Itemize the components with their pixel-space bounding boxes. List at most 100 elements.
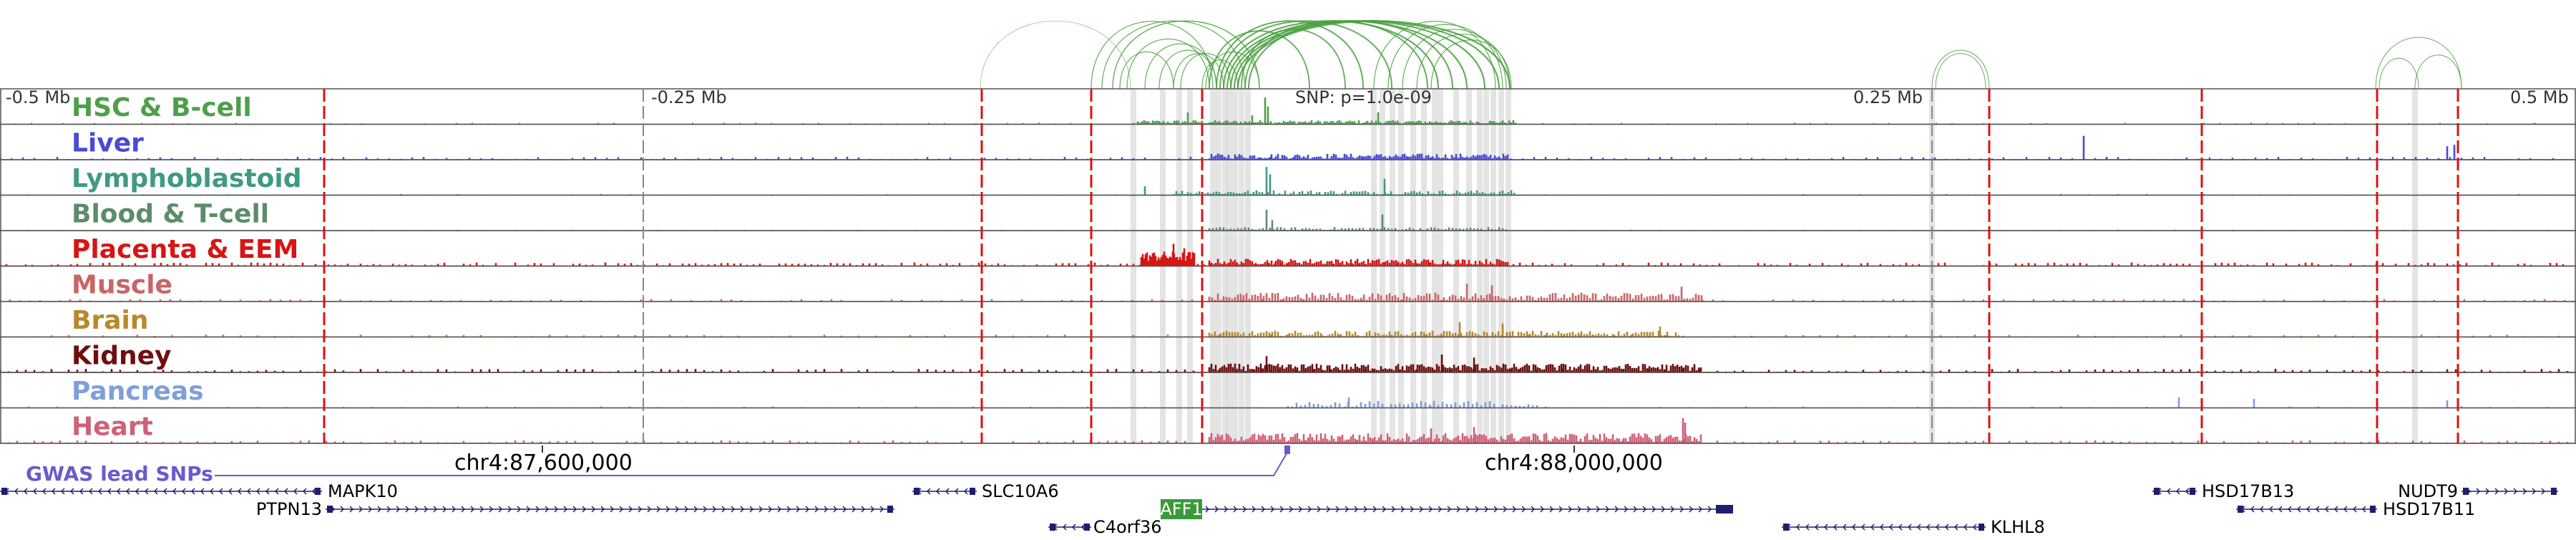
gene-mapk10[interactable]: MAPK10 [0, 481, 398, 501]
gene-label: MAPK10 [328, 481, 398, 501]
exon [970, 488, 975, 495]
gwas-lead-snps-label: GWAS lead SNPs [26, 462, 213, 486]
chromatin-loops [980, 20, 2462, 90]
chromatin-loop-arc [1236, 20, 1511, 90]
chromatin-loop-arc [1091, 21, 1214, 90]
track-lymphoblastoid [0, 159, 2576, 196]
exon [1716, 505, 1733, 514]
track-label: Placenta & EEM [72, 235, 298, 264]
track-label: Blood & T-cell [72, 200, 269, 229]
chromatin-loop-arc [1402, 29, 1507, 90]
track-label: HSC & B-cell [72, 93, 252, 122]
track-blood-t-cell [0, 194, 2576, 231]
exon [315, 488, 321, 495]
chromatin-loop-arc [1216, 20, 1364, 90]
exon [2190, 488, 2195, 495]
exon [2238, 506, 2243, 513]
chromatin-loop-arc [1416, 34, 1511, 90]
gene-aff1[interactable]: AFF1 [1160, 499, 1733, 519]
gene-nudt9[interactable]: NUDT9 [2398, 481, 2558, 501]
chromatin-loop-arc [1387, 24, 1503, 90]
track-pancreas [0, 372, 2576, 409]
gene-label: NUDT9 [2398, 481, 2458, 501]
chromatin-loop-arc [2379, 58, 2419, 90]
track-labels: HSC & B-cell Liver Lymphoblastoid Blood & T… [72, 93, 302, 442]
signal-peaks [0, 244, 2571, 266]
chromatin-loop-arc [1126, 38, 1210, 90]
gene-label: AFF1 [1160, 499, 1202, 519]
track-liver [0, 123, 2576, 160]
gwas-snp-marker[interactable] [1284, 445, 1290, 454]
scale-right-mid-label: 0.25 Mb [1853, 87, 1923, 107]
signal-peaks [0, 418, 2569, 443]
strand-arrows [2467, 488, 2555, 495]
chromatin-loop-arc [1241, 29, 1346, 90]
chromatin-loop-arc [2375, 37, 2462, 90]
signal-peaks [0, 209, 2549, 231]
exon [2154, 488, 2160, 495]
exon [2551, 488, 2557, 495]
scale-left-label: -0.5 Mb [6, 87, 70, 107]
chromatin-loop-arc [1119, 52, 1174, 90]
chromatin-loop-arc [1101, 20, 1246, 90]
gene-hsd17b13[interactable]: HSD17B13 [2152, 481, 2294, 501]
track-label: Brain [72, 306, 148, 335]
gene-label: SLC10A6 [982, 481, 1059, 501]
exon [327, 506, 333, 513]
snp-pvalue-label: SNP: p=1.0e-09 [1295, 87, 1432, 107]
scale-left-mid-label: -0.25 Mb [651, 87, 727, 107]
gene-slc10a6[interactable]: SLC10A6 [912, 481, 1059, 501]
gene-label: C4orf36 [1093, 517, 1162, 537]
gene-ptpn13[interactable]: PTPN13 [256, 499, 894, 519]
track-placenta-eem [0, 230, 2576, 267]
signal-peaks [0, 284, 2576, 302]
track-hsc-b-cell [0, 88, 2576, 125]
gene-label: KLHL8 [1991, 517, 2045, 537]
strand-arrows [331, 506, 894, 513]
exon [1979, 524, 1984, 531]
signal-peaks [0, 97, 2567, 125]
track-label: Pancreas [72, 377, 204, 406]
track-label: Lymphoblastoid [72, 164, 302, 193]
coordinate-left: chr4:87,600,000 [454, 450, 633, 476]
chromatin-loop-arc [1931, 49, 1990, 90]
red-marker-lines [323, 89, 2459, 443]
track-kidney [0, 336, 2576, 373]
exon [2463, 488, 2469, 495]
signal-peaks [0, 397, 2549, 408]
exon [1783, 524, 1789, 531]
chromatin-loop-arc [1430, 39, 1512, 90]
track-brain [0, 301, 2576, 338]
gene-klhl8[interactable]: KLHL8 [1782, 517, 2045, 537]
chromatin-loop-arc [980, 20, 1131, 90]
gene-highlight-box [1161, 499, 1202, 519]
track-label: Muscle [72, 271, 172, 300]
chromatin-loop-arc [1205, 52, 1260, 90]
gene-c4orf36[interactable]: C4orf36 [1048, 517, 1162, 537]
chromatin-loop-arc [1158, 49, 1217, 90]
coordinate-right: chr4:88,000,000 [1485, 450, 1663, 476]
gene-label: HSD17B11 [2383, 499, 2475, 519]
exon [2370, 506, 2376, 513]
exon [1, 488, 7, 495]
gene-label: HSD17B13 [2202, 481, 2294, 501]
chromatin-loop-arc [1219, 20, 1392, 90]
chromatin-loop-arc [1180, 53, 1231, 90]
exon [1084, 524, 1090, 531]
chromatin-loop-arc [1373, 21, 1496, 90]
track-muscle [0, 265, 2576, 302]
exon [1050, 524, 1055, 531]
chromatin-loop-arc [1935, 53, 1986, 90]
scale-right-label: 0.5 Mb [2510, 87, 2569, 107]
signal-peaks [0, 322, 2560, 337]
track-label: Kidney [72, 342, 172, 371]
gene-hsd17b11[interactable]: HSD17B11 [2236, 499, 2475, 519]
exon [887, 506, 893, 513]
track-label: Liver [72, 129, 144, 158]
signal-peaks [0, 167, 2549, 196]
track-label: Heart [72, 413, 153, 442]
signal-tracks [0, 88, 2576, 444]
